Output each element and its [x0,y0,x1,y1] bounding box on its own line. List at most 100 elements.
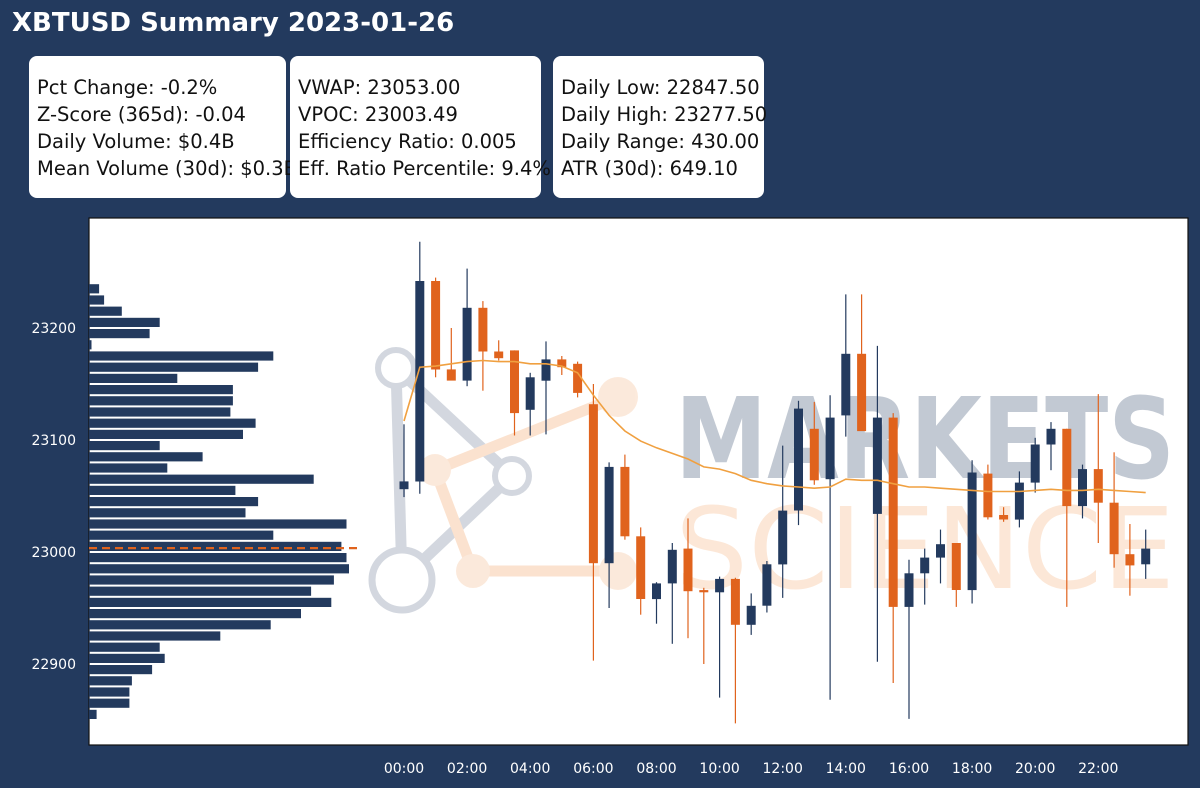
candle-body-05:30 [573,363,583,393]
candle-body-08:30 [667,549,677,584]
volume-profile-bar-24 [89,441,160,451]
volume-profile-bar-10 [89,597,332,607]
volume-profile-bar-29 [89,385,233,395]
stats-box-change-volume: Pct Change: -0.2% Z-Score (365d): -0.04 … [29,56,298,198]
atr-stat: ATR (30d): 649.10 [561,157,738,180]
candle-body-17:00 [936,544,945,558]
volume-profile-bar-8 [89,620,271,630]
volume-profile-bar-37 [89,295,105,305]
zscore-stat: Z-Score (365d): -0.04 [37,103,246,126]
candle-body-21:00 [1062,428,1072,507]
volume-profile-bar-31 [89,362,259,372]
candle-body-04:30 [541,359,551,381]
candle-body-07:30 [636,536,646,599]
candle-body-01:00 [431,281,441,370]
candle-body-05:00 [557,359,567,368]
volume-profile-bar-33 [89,340,92,350]
volume-profile-bar-19 [89,497,259,507]
candle-body-00:30 [415,281,425,482]
x-tick-label-1400: 14:00 [826,761,866,777]
volume-profile-bar-38 [89,284,100,294]
volume-profile-bar-5 [89,653,165,663]
candle-body-03:30 [510,350,519,414]
daily-low-stat: Daily Low: 22847.50 [561,76,760,99]
candle-body-09:30 [699,590,709,593]
candle-body-14:30 [857,353,867,432]
candle-body-22:30 [1109,502,1119,555]
y-tick-label-23000: 23000 [31,545,76,561]
volume-profile-bar-25 [89,429,243,439]
candle-bodies [399,281,1151,625]
candle-body-23:30 [1141,548,1151,565]
candle-body-17:30 [951,543,961,590]
volume-profile-bar-7 [89,631,221,641]
markets-science-watermark: MARKETS SCIENCE [368,347,1175,615]
volume-profile-bar-36 [89,306,122,316]
vwap-stat: VWAP: 23053.00 [298,76,461,99]
volume-profile-bar-28 [89,396,233,406]
page-title: XBTUSD Summary 2023-01-26 [12,8,455,38]
y-tick-label-23100: 23100 [31,433,76,449]
x-axis-ticks: 00:00 02:00 04:00 06:00 08:00 10:00 12:00 14:00… [384,761,1119,777]
candle-body-08:00 [652,583,661,600]
x-tick-label-2200: 22:00 [1078,761,1118,777]
mean-volume-stat: Mean Volume (30d): $0.3B [37,157,298,180]
volume-profile-bar-32 [89,351,274,361]
candle-body-04:00 [525,377,535,410]
volume-profile-bar-11 [89,586,312,596]
candle-body-03:00 [494,351,504,359]
x-tick-label-1600: 16:00 [889,761,929,777]
watermark-word-markets: MARKETS [675,375,1175,505]
volume-profile-bar-6 [89,642,160,652]
candle-body-12:00 [778,510,788,565]
volume-profile-bar-20 [89,485,236,495]
candle-body-06:30 [604,466,614,564]
volume-profile-bar-34 [89,329,150,339]
x-tick-label-1000: 10:00 [699,761,739,777]
candle-body-09:00 [683,548,693,592]
pct-change-stat: Pct Change: -0.2% [37,76,218,99]
x-tick-label-0000: 00:00 [384,761,424,777]
candle-body-14:00 [841,353,851,416]
candle-body-11:00 [746,605,756,625]
volume-profile [89,284,349,719]
candle-body-16:00 [904,573,914,607]
volume-profile-bar-22 [89,463,168,473]
x-tick-label-1200: 12:00 [763,761,803,777]
candle-body-19:30 [1014,482,1024,520]
volume-profile-bar-4 [89,665,153,675]
x-tick-label-0600: 06:00 [573,761,613,777]
candle-body-21:30 [1078,469,1087,507]
volume-profile-bar-2 [89,687,130,697]
volume-profile-bar-35 [89,317,160,327]
daily-volume-stat: Daily Volume: $0.4B [37,130,235,153]
candle-body-23:00 [1125,554,1135,566]
volume-profile-bar-1 [89,698,130,708]
volume-profile-bar-26 [89,418,256,428]
x-tick-label-0800: 08:00 [636,761,676,777]
daily-range-stat: Daily Range: 430.00 [561,130,760,153]
y-tick-label-23200: 23200 [31,321,76,337]
volume-profile-bar-0 [89,709,97,719]
candle-body-13:00 [809,428,819,481]
volume-profile-bar-13 [89,564,349,574]
candle-body-02:00 [462,307,472,381]
candle-body-19:00 [999,515,1009,520]
x-tick-label-0200: 02:00 [447,761,487,777]
volume-profile-bar-27 [89,407,231,417]
vwap-line [403,359,1146,494]
x-tick-label-2000: 20:00 [1015,761,1055,777]
efficiency-ratio-stat: Efficiency Ratio: 0.005 [298,130,517,153]
efficiency-percentile-stat: Eff. Ratio Percentile: 9.4% [298,157,551,180]
candle-body-10:00 [715,578,725,593]
volume-profile-bar-30 [89,373,178,383]
candle-body-18:00 [967,472,977,591]
candle-body-15:00 [872,417,882,514]
candle-body-06:00 [588,404,598,564]
candle-body-20:30 [1046,428,1056,445]
candle-body-13:30 [825,417,835,480]
candle-body-12:30 [794,408,803,511]
volume-profile-bar-18 [89,508,246,518]
x-tick-label-1800: 18:00 [952,761,992,777]
